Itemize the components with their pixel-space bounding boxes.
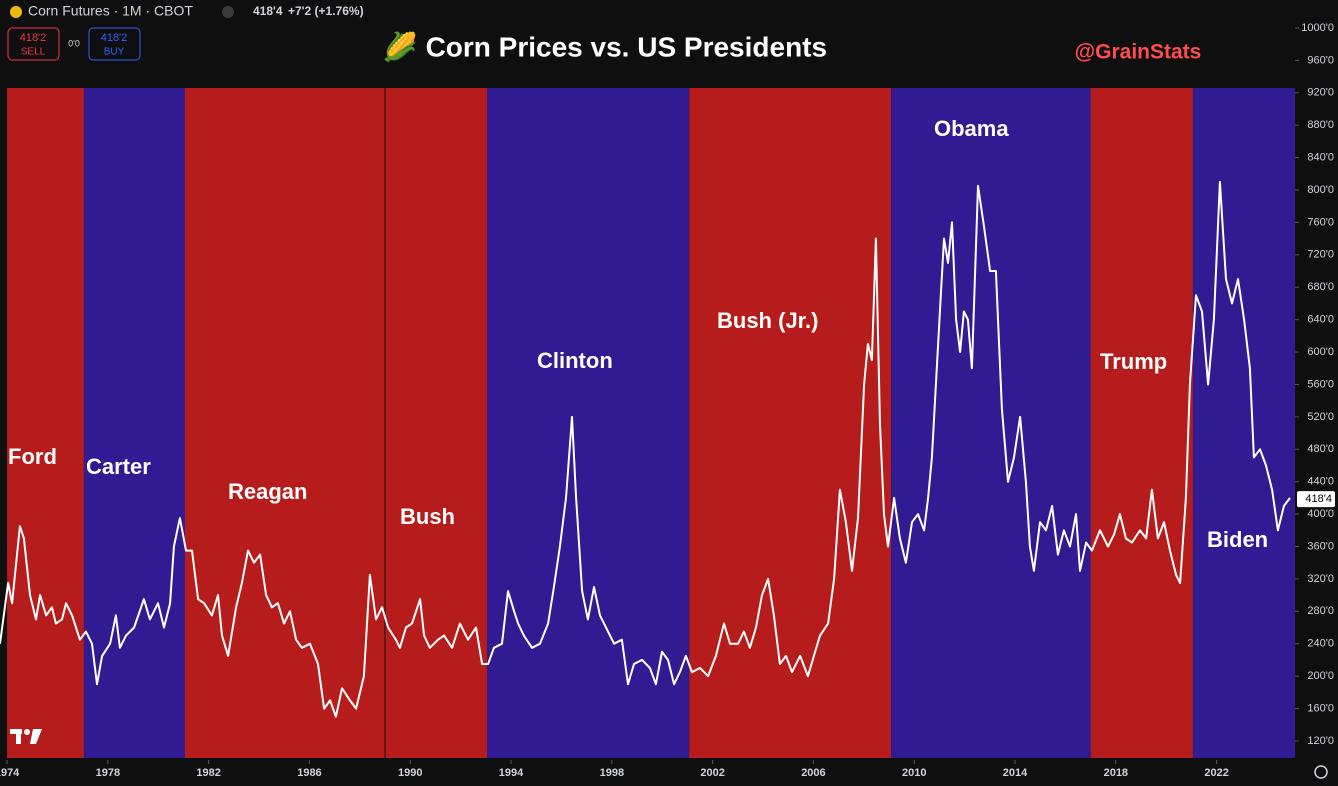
president-band <box>891 88 1091 758</box>
president-band <box>1090 88 1193 758</box>
x-tick-label: 1982 <box>196 767 220 779</box>
y-tick-label: 840'0 <box>1307 151 1334 163</box>
president-label: Reagan <box>228 479 307 504</box>
y-tick-label: 240'0 <box>1307 638 1334 650</box>
y-tick-label: 200'0 <box>1307 670 1334 682</box>
y-tick-label: 640'0 <box>1307 314 1334 326</box>
y-tick-label: 720'0 <box>1307 249 1334 261</box>
y-tick-label: 1000'0 <box>1301 22 1334 34</box>
president-label: Obama <box>934 116 1009 141</box>
settings-button[interactable] <box>1314 765 1328 779</box>
sell-button[interactable] <box>7 27 60 61</box>
bands <box>7 88 1295 758</box>
y-tick-label: 480'0 <box>1307 443 1334 455</box>
y-tick-label: 960'0 <box>1307 54 1334 66</box>
buy-label: BUY <box>104 47 125 58</box>
symbol-icon <box>10 6 22 18</box>
y-tick-label: 600'0 <box>1307 346 1334 358</box>
y-tick-label: 360'0 <box>1307 540 1334 552</box>
x-tick-label: 1990 <box>398 767 422 779</box>
president-band <box>184 88 386 758</box>
buy-price: 418'2 <box>101 32 128 44</box>
president-label: Trump <box>1100 349 1167 374</box>
y-axis-panel <box>1295 0 1338 786</box>
president-band <box>7 88 84 758</box>
y-tick-label: 280'0 <box>1307 605 1334 617</box>
x-tick-label: 1998 <box>600 767 624 779</box>
sell-label: SELL <box>21 47 46 58</box>
president-band <box>1192 88 1295 758</box>
x-tick-label: 1974 <box>0 767 20 779</box>
president-band <box>487 88 690 758</box>
president-band <box>689 88 892 758</box>
x-tick-label: 1978 <box>96 767 120 779</box>
x-tick-label: 2010 <box>902 767 926 779</box>
y-tick-label: 560'0 <box>1307 378 1334 390</box>
y-tick-label: 440'0 <box>1307 476 1334 488</box>
chart-title: 🌽 Corn Prices vs. US Presidents <box>383 29 827 63</box>
last-price-tag <box>1297 491 1335 508</box>
y-tick-label: 320'0 <box>1307 573 1334 585</box>
x-tick-label: 1994 <box>499 767 524 779</box>
x-tick-label: 2014 <box>1003 767 1028 779</box>
x-tick-label: 1986 <box>297 767 321 779</box>
president-band <box>385 88 488 758</box>
y-tick-label: 880'0 <box>1307 119 1334 131</box>
y-tick-label: 760'0 <box>1307 216 1334 228</box>
y-tick-label: 680'0 <box>1307 281 1334 293</box>
axes: 120'0 160'0 200'0 240'0 280'0 320'0 360'0 400'0… <box>0 22 1335 779</box>
x-tick-label: 2006 <box>801 767 825 779</box>
y-tick-label: 160'0 <box>1307 702 1334 714</box>
president-label: Biden <box>1207 527 1268 552</box>
x-tick-label: 2022 <box>1204 767 1228 779</box>
buy-button[interactable] <box>88 27 141 61</box>
y-tick-label: 920'0 <box>1307 87 1334 99</box>
president-band <box>83 88 185 758</box>
x-tick-label: 2002 <box>700 767 724 779</box>
sell-price: 418'2 <box>20 32 47 44</box>
president-label: Bush <box>400 504 455 529</box>
president-label: Ford <box>8 444 57 469</box>
symbol: Corn Futures · 1M · CBOT <box>28 3 193 19</box>
x-tick-label: 2018 <box>1104 767 1128 779</box>
president-label: Carter <box>86 454 151 479</box>
y-tick-label: 120'0 <box>1307 735 1334 747</box>
y-tick-label: 520'0 <box>1307 411 1334 423</box>
last-price-label: 418'4 <box>1305 493 1332 505</box>
president-labels: Ford Carter Reagan Bush Clinton Bush (Jr.) Oba… <box>8 116 1268 552</box>
president-label: Bush (Jr.) <box>717 308 818 333</box>
watermark: @GrainStats <box>1075 41 1202 64</box>
price-line <box>0 180 1291 718</box>
spread: 0'0 <box>68 38 80 48</box>
tradingview-logo <box>10 729 42 744</box>
price: 418'4 <box>253 4 283 18</box>
collapse-button[interactable] <box>222 6 234 18</box>
change: +7'2 (+1.76%) <box>288 4 364 18</box>
president-label: Clinton <box>537 348 613 373</box>
y-tick-label: 800'0 <box>1307 184 1334 196</box>
price-line-group <box>0 180 1291 718</box>
x-axis-panel <box>0 760 1338 786</box>
y-tick-label: 400'0 <box>1307 508 1334 520</box>
